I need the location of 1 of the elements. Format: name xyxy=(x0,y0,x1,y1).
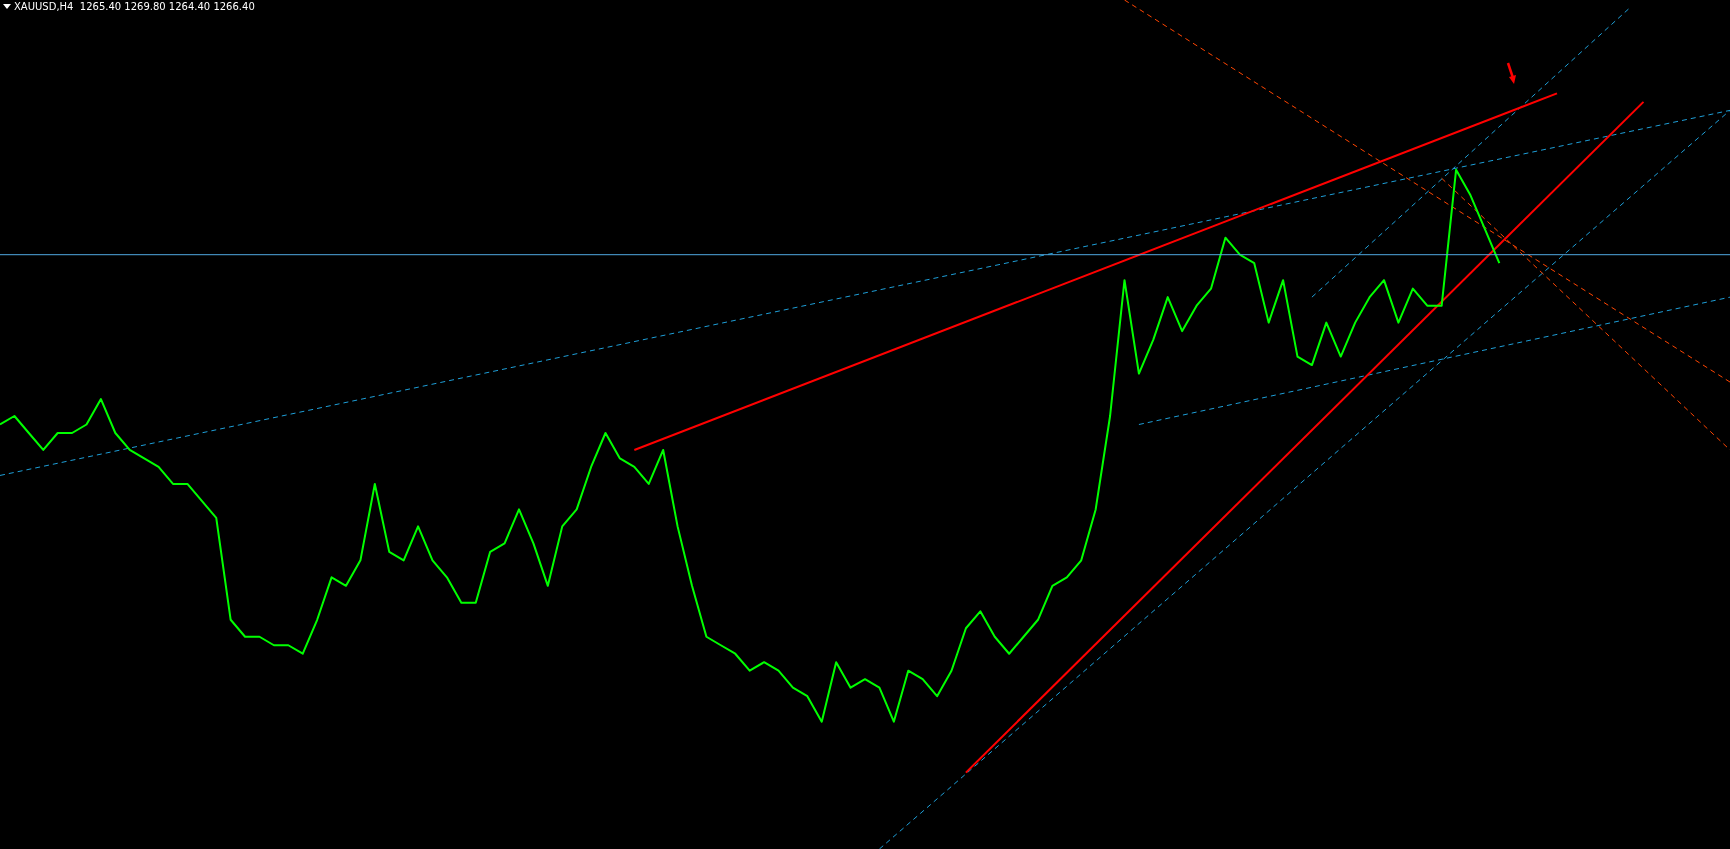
chart-title: XAUUSD,H4 1265.40 1269.80 1264.40 1266.40 xyxy=(14,1,255,12)
